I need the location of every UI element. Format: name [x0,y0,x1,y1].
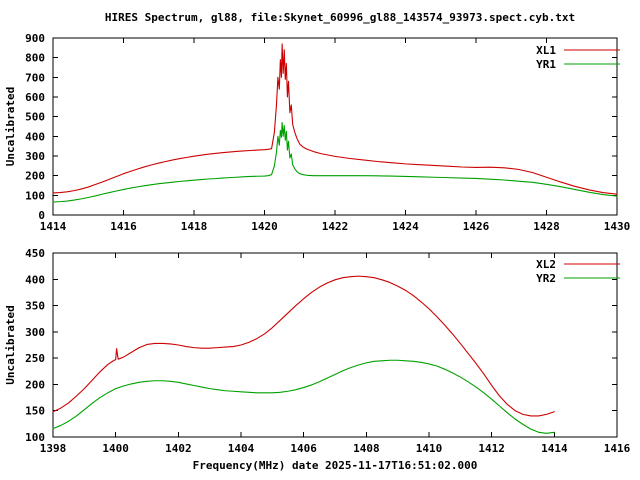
y-tick-label: 450 [25,247,45,260]
y-tick-label: 200 [25,378,45,391]
legend-label-yr1: YR1 [536,58,556,71]
y-axis-label: Uncalibrated [4,87,17,166]
y-tick-label: 500 [25,111,45,124]
x-tick-label: 1410 [416,442,443,455]
x-tick-label: 1430 [604,220,631,233]
page-title: HIRES Spectrum, gl88, file:Skynet_60996_… [105,11,575,24]
y-tick-label: 600 [25,91,45,104]
y-tick-label: 100 [25,189,45,202]
y-tick-label: 100 [25,431,45,444]
series-xl2 [52,275,555,417]
series-yr1 [52,122,618,203]
plot-frame [52,252,618,438]
y-tick-label: 900 [25,32,45,45]
y-tick-label: 800 [25,52,45,65]
x-tick-label: 1416 [110,220,137,233]
y-tick-label: 250 [25,352,45,365]
y-tick-label: 200 [25,170,45,183]
x-tick-label: 1424 [392,220,419,233]
legend-label-xl1: XL1 [536,44,556,57]
y-tick-label: 700 [25,71,45,84]
series-xl1 [52,43,618,195]
x-tick-label: 1398 [40,442,67,455]
y-tick-label: 300 [25,150,45,163]
x-tick-label: 1428 [533,220,560,233]
x-tick-label: 1406 [290,442,317,455]
legend-label-xl2: XL2 [536,258,556,271]
x-tick-label: 1412 [478,442,505,455]
bottom-panel: 1398 1400 1402 1404 1406 1408 1410 1412 1414 1416… [4,247,631,455]
series-yr2 [52,359,555,434]
top-panel: 1414 1416 1418 1420 1422 1424 1426 1428 1430 0 100… [4,32,630,233]
legend-label-yr2: YR2 [536,272,556,285]
y-tick-label: 400 [25,273,45,286]
y-tick-label: 150 [25,405,45,418]
y-tick-label: 0 [38,209,45,222]
x-tick-label: 1418 [181,220,208,233]
x-tick-label: 1420 [251,220,278,233]
x-tick-label: 1414 [40,220,67,233]
x-tick-label: 1402 [165,442,192,455]
y-axis-label: Uncalibrated [4,305,17,384]
x-tick-label: 1400 [102,442,129,455]
x-tick-label: 1416 [604,442,631,455]
y-tick-label: 400 [25,130,45,143]
x-tick-label: 1404 [228,442,255,455]
x-tick-label: 1408 [353,442,380,455]
x-tick-label: 1422 [322,220,349,233]
y-tick-label: 300 [25,326,45,339]
x-tick-label: 1426 [463,220,490,233]
x-tick-label: 1414 [541,442,568,455]
x-axis-label: Frequency(MHz) date 2025-11-17T16:51:02.… [193,459,478,472]
y-tick-label: 350 [25,300,45,313]
